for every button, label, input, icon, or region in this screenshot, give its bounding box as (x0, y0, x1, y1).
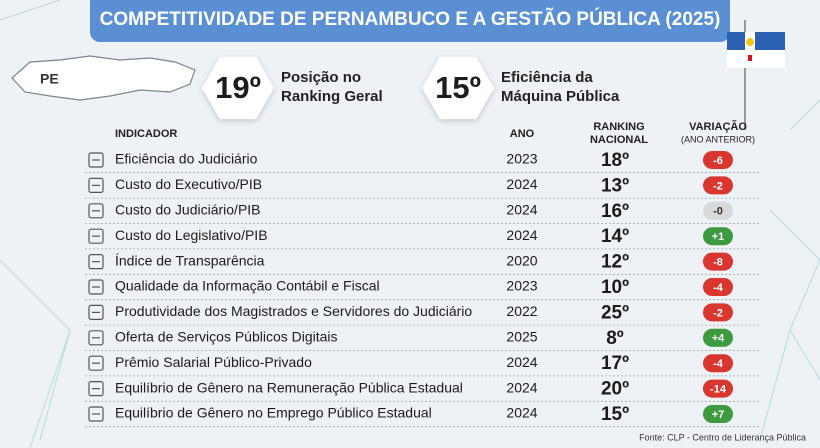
ranking: 16º (601, 201, 629, 222)
year: 2020 (506, 252, 537, 268)
variation-pill (703, 354, 733, 373)
variation: +1 (712, 231, 725, 243)
badge-label: Máquina Pública (501, 88, 620, 105)
badge-label: Eficiência da (501, 69, 593, 86)
variation: +7 (712, 409, 725, 421)
header-bar (90, 0, 730, 42)
variation: -2 (713, 307, 723, 319)
variation-pill (703, 379, 733, 398)
indicator: Qualidade da Informação Contábil e Fisca… (115, 278, 380, 294)
variation: -4 (713, 282, 724, 294)
row-icon (88, 330, 104, 346)
row-icon (88, 203, 104, 219)
column-header: INDICADOR (115, 128, 177, 140)
source: Fonte: CLP - Centro de Liderança Pública (639, 432, 806, 442)
ranking: 10º (601, 277, 629, 298)
year: 2023 (506, 278, 537, 294)
badge-label: Posição no (281, 69, 361, 86)
variation: -8 (713, 257, 723, 269)
row-icon (88, 177, 104, 193)
variation: -6 (713, 155, 723, 167)
year: 2022 (506, 303, 537, 319)
indicator: Produtividade dos Magistrados e Servidor… (115, 303, 472, 319)
ranking: 14º (601, 226, 629, 247)
variation: -14 (710, 384, 727, 396)
badge-value: 19º (215, 70, 261, 105)
variation: -0 (713, 206, 723, 218)
badge-value: 15º (435, 70, 481, 105)
ranking: 12º (601, 252, 629, 273)
column-header: (ANO ANTERIOR) (681, 134, 755, 144)
row-icon (88, 355, 104, 371)
row-icon (88, 152, 104, 168)
year: 2023 (506, 151, 537, 167)
row-icon (88, 228, 104, 244)
year: 2024 (506, 202, 537, 218)
variation-pill (703, 405, 733, 423)
row-icon (88, 304, 104, 320)
variation-pill (703, 278, 733, 296)
column-header: RANKING (593, 121, 644, 133)
variation-pill (703, 303, 733, 322)
column-header: VARIAÇÃO (689, 120, 747, 133)
indicator: Eficiência do Judiciário (115, 151, 258, 167)
ranking: 13º (601, 175, 629, 196)
map-label: PE (40, 71, 59, 87)
indicator: Custo do Executivo/PIB (115, 176, 262, 192)
state-map (11, 55, 196, 101)
badge-label: Ranking Geral (281, 88, 383, 105)
variation: -2 (713, 180, 723, 192)
badge-hexagon (422, 56, 494, 120)
variation-pill (703, 151, 733, 169)
indicator: Índice de Transparência (115, 252, 265, 268)
column-header: NACIONAL (590, 134, 648, 146)
ranking: 8º (606, 328, 624, 349)
indicator: Oferta de Serviços Públicos Digitais (115, 329, 338, 345)
ranking: 25º (601, 302, 629, 323)
ranking: 15º (601, 404, 629, 425)
year: 2024 (506, 354, 537, 370)
variation: -4 (713, 358, 724, 370)
title: COMPETITIVIDADE DE PERNAMBUCO E A GESTÃO… (100, 8, 721, 30)
year: 2024 (506, 176, 537, 192)
variation: +4 (712, 333, 725, 345)
year: 2025 (506, 329, 537, 345)
year: 2024 (506, 227, 537, 243)
row-icon (88, 279, 104, 295)
indicator: Custo do Legislativo/PIB (115, 227, 268, 243)
ranking: 17º (601, 353, 629, 374)
variation-pill (703, 201, 733, 220)
year: 2024 (506, 379, 537, 395)
ranking: 18º (601, 150, 629, 171)
indicator: Equilíbrio de Gênero na Remuneração Públ… (115, 379, 463, 395)
indicator: Equilíbrio de Gênero no Emprego Público … (115, 405, 432, 421)
flag (727, 20, 785, 130)
row-icon (88, 406, 104, 422)
badge-hexagon (202, 56, 274, 120)
variation-pill (703, 328, 733, 347)
year: 2024 (506, 405, 537, 421)
row-icon (88, 381, 104, 397)
variation-pill (703, 227, 733, 246)
variation-pill (703, 176, 733, 195)
indicator: Prêmio Salarial Público-Privado (115, 354, 312, 370)
variation-pill (703, 252, 733, 271)
row-icon (88, 254, 104, 270)
indicator: Custo do Judiciário/PIB (115, 202, 261, 218)
column-header: ANO (510, 128, 535, 140)
ranking: 20º (601, 379, 629, 400)
